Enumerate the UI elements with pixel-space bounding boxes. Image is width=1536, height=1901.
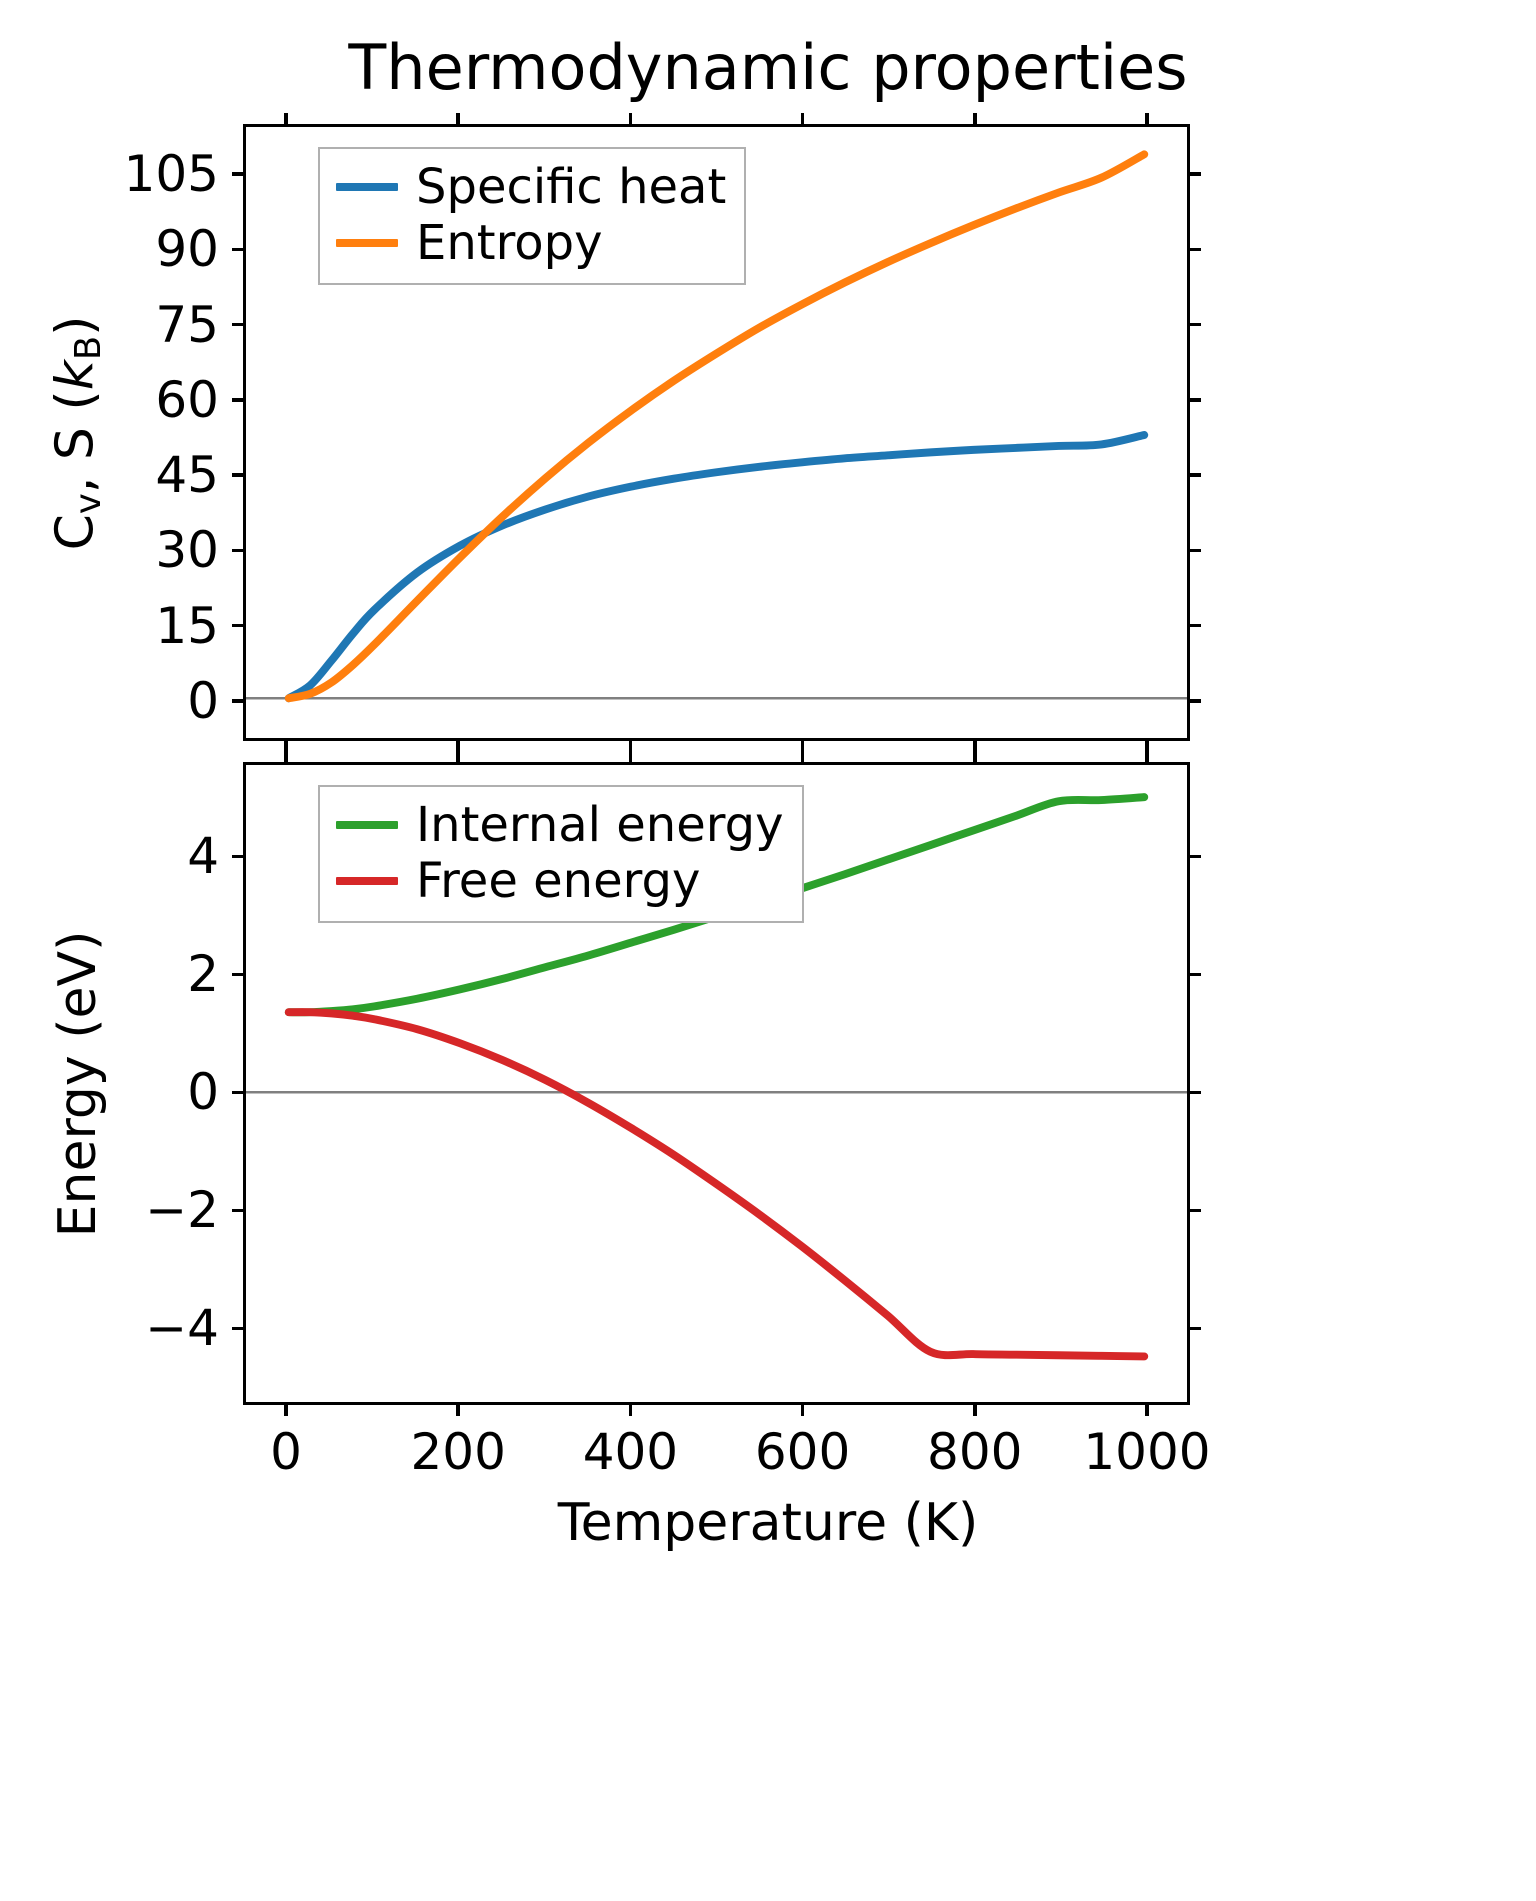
axis-tick-mark: [284, 1405, 288, 1416]
axis-tick-mark: [1190, 1208, 1201, 1213]
legend-swatch-specific-heat: [336, 183, 398, 191]
axis-tick-mark: [1145, 751, 1149, 762]
axis-tick-mark: [232, 1208, 243, 1213]
plot-area-top: [246, 150, 1187, 703]
axis-tick-mark: [1145, 741, 1149, 752]
page-title: Thermodynamic properties: [348, 31, 1188, 104]
legend-item-free-energy[interactable]: Free energy: [336, 853, 784, 909]
axis-tick-mark: [973, 751, 977, 762]
axis-tick-mark: [1190, 623, 1201, 628]
legend-label-entropy: Entropy: [416, 215, 603, 271]
axis-tick-mark: [1190, 1326, 1201, 1331]
axis-tick-mark: [800, 1405, 805, 1416]
legend-label-specific-heat: Specific heat: [416, 159, 727, 215]
legend-label-internal-energy: Internal energy: [416, 797, 784, 853]
y-tick-label-bottom: 2: [187, 945, 219, 1004]
series-line-entropy: [284, 150, 1149, 703]
axis-tick-mark: [1145, 1405, 1149, 1416]
axis-tick-mark: [284, 741, 288, 752]
axis-tick-mark: [456, 741, 460, 752]
x-tick-label: 1000: [1083, 1423, 1211, 1481]
y-tick-label-bottom: 4: [187, 827, 219, 886]
axis-tick-mark: [1190, 548, 1201, 553]
axis-tick-mark: [1190, 854, 1201, 859]
axis-tick-mark: [232, 322, 243, 327]
axis-tick-mark: [232, 548, 243, 553]
legend-swatch-entropy: [336, 239, 398, 247]
y-tick-label-top: 75: [155, 295, 219, 354]
axis-tick-mark: [232, 623, 243, 628]
x-tick-label: 800: [927, 1423, 1023, 1481]
series-line-internal-energy: [284, 793, 1149, 1017]
y-tick-label-bottom: −4: [145, 1299, 219, 1358]
axis-tick-mark: [232, 398, 243, 402]
axis-tick-mark: [1190, 473, 1201, 477]
axis-tick-mark: [232, 972, 243, 977]
legend-bottom: Internal energy Free energy: [318, 785, 804, 923]
legend-swatch-free-energy: [336, 877, 398, 885]
axis-tick-mark: [232, 247, 243, 252]
series-line-specific-heat: [284, 431, 1149, 703]
y-tick-label-top: 0: [187, 671, 219, 730]
series-line-free-energy: [284, 1008, 1149, 1361]
y-tick-label-top: 105: [123, 145, 219, 204]
x-tick-label: 0: [270, 1423, 302, 1481]
axis-tick-mark: [1190, 699, 1201, 703]
axis-tick-mark: [628, 1405, 633, 1416]
axis-tick-mark: [456, 751, 460, 762]
axis-tick-mark: [1145, 113, 1149, 124]
legend-label-free-energy: Free energy: [416, 853, 701, 909]
axis-tick-mark: [1190, 247, 1201, 252]
x-tick-label: 400: [582, 1423, 679, 1481]
y-axis-title-top-text: Cv, S (kB): [45, 315, 110, 550]
legend-item-entropy[interactable]: Entropy: [336, 215, 726, 271]
axis-tick-mark: [232, 854, 243, 859]
axis-tick-mark: [1190, 398, 1201, 402]
axis-tick-mark: [232, 699, 243, 703]
axis-tick-mark: [456, 113, 460, 124]
y-tick-label-bottom: 0: [187, 1063, 219, 1122]
y-tick-label-bottom: −2: [145, 1181, 219, 1240]
axis-tick-mark: [1190, 1090, 1201, 1095]
y-tick-label-top: 90: [155, 220, 219, 279]
axis-tick-mark: [800, 741, 805, 752]
y-tick-label-top: 45: [155, 446, 219, 505]
axis-tick-mark: [628, 113, 633, 124]
axis-tick-mark: [973, 741, 977, 752]
axis-tick-mark: [973, 1405, 977, 1416]
legend-item-specific-heat[interactable]: Specific heat: [336, 159, 726, 215]
axis-tick-mark: [232, 473, 243, 477]
axis-tick-mark: [628, 751, 633, 762]
axis-tick-mark: [1190, 172, 1201, 176]
axis-tick-mark: [284, 113, 288, 124]
x-axis-title: Temperature (K): [557, 1493, 979, 1553]
axis-tick-mark: [1190, 972, 1201, 977]
axis-tick-mark: [232, 172, 243, 176]
plot-area-bottom: [246, 793, 1187, 1361]
y-tick-label-top: 30: [155, 521, 219, 580]
y-tick-label-top: 60: [155, 370, 219, 429]
x-tick-label: 200: [410, 1423, 506, 1481]
axis-tick-mark: [1190, 322, 1201, 327]
axis-tick-mark: [628, 741, 633, 752]
y-axis-title-top: Cv, S (kB): [45, 315, 109, 550]
axis-tick-mark: [456, 1405, 460, 1416]
legend-item-internal-energy[interactable]: Internal energy: [336, 797, 784, 853]
axis-tick-mark: [284, 751, 288, 762]
axis-tick-mark: [800, 751, 805, 762]
axis-tick-mark: [800, 113, 805, 124]
legend-swatch-internal-energy: [336, 821, 398, 829]
legend-top: Specific heat Entropy: [318, 147, 747, 285]
axis-tick-mark: [232, 1326, 243, 1331]
axis-tick-mark: [232, 1090, 243, 1095]
x-tick-label: 600: [754, 1423, 851, 1481]
y-tick-label-top: 15: [155, 596, 219, 655]
axis-tick-mark: [973, 113, 977, 124]
